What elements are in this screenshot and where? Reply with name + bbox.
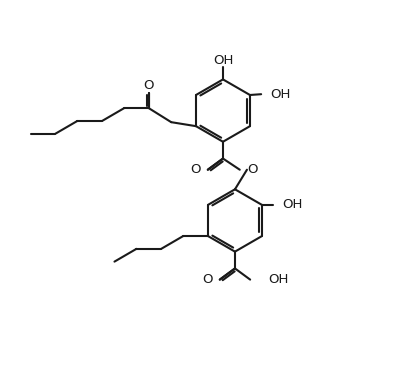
Text: OH: OH [212, 54, 233, 67]
Text: OH: OH [269, 88, 290, 101]
Text: O: O [143, 78, 154, 92]
Text: O: O [202, 273, 212, 286]
Text: OH: OH [267, 273, 288, 286]
Text: OH: OH [281, 198, 302, 211]
Text: O: O [246, 163, 257, 176]
Text: O: O [190, 163, 200, 176]
